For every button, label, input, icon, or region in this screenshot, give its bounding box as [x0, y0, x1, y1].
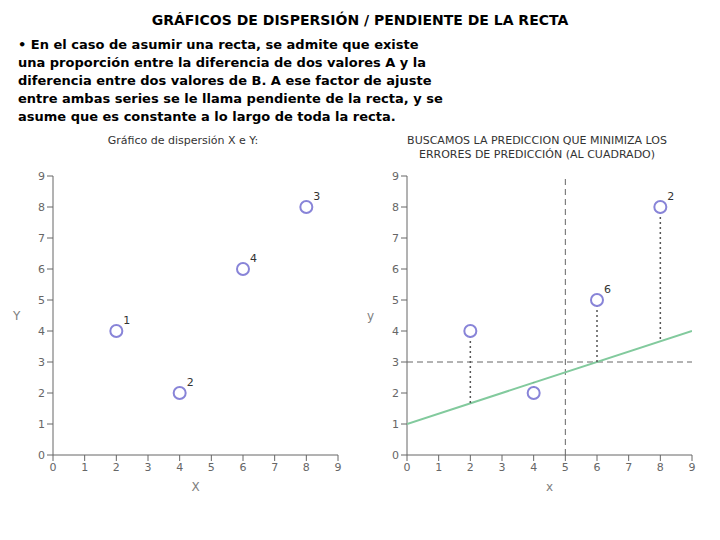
svg-text:7: 7: [38, 232, 45, 245]
svg-text:6: 6: [38, 263, 45, 276]
svg-text:7: 7: [271, 461, 278, 474]
html-text:GRÁFICOS DE DISPERSIÓN / PENDI: GRÁFICOS DE DISPERSIÓN / PENDIENTE DE LA…: [151, 12, 569, 28]
svg-text:6: 6: [240, 461, 247, 474]
svg-text:9: 9: [689, 461, 696, 474]
svg-text:3: 3: [145, 461, 152, 474]
html-text:diferencia entre dos valores d: diferencia entre dos valores de B. A ese…: [18, 73, 432, 88]
svg-text:4: 4: [392, 325, 399, 338]
html-text:entre ambas series se le llama: entre ambas series se le llama pendiente…: [18, 91, 443, 106]
svg-text:1: 1: [38, 418, 45, 431]
svg-text:0: 0: [392, 449, 399, 462]
html-text:una proporción entre la difere: una proporción entre la diferencia de do…: [18, 55, 426, 70]
html-text:ERRORES DE PREDICCIÓN (AL CUAD: ERRORES DE PREDICCIÓN (AL CUADRADO): [418, 148, 656, 161]
svg-text:9: 9: [335, 461, 342, 474]
svg-text:8: 8: [303, 461, 310, 474]
svg-text:9: 9: [38, 170, 45, 183]
svg-text:7: 7: [392, 232, 399, 245]
svg-text:7: 7: [625, 461, 632, 474]
svg-text:1: 1: [435, 461, 442, 474]
svg-text:2: 2: [38, 387, 45, 400]
svg-text:x: x: [546, 480, 553, 494]
svg-text:y: y: [367, 309, 374, 323]
svg-text:8: 8: [38, 201, 45, 214]
svg-text:0: 0: [50, 461, 57, 474]
svg-text:6: 6: [604, 283, 611, 296]
svg-text:4: 4: [38, 325, 45, 338]
svg-text:9: 9: [392, 170, 399, 183]
svg-text:1: 1: [81, 461, 88, 474]
svg-text:8: 8: [657, 461, 664, 474]
svg-text:2: 2: [187, 376, 194, 389]
svg-text:2: 2: [392, 387, 399, 400]
svg-text:1: 1: [123, 314, 130, 327]
svg-text:0: 0: [38, 449, 45, 462]
svg-text:4: 4: [176, 461, 183, 474]
svg-text:5: 5: [208, 461, 215, 474]
svg-text:5: 5: [38, 294, 45, 307]
svg-text:3: 3: [313, 190, 320, 203]
html-text:asume que es constante a lo la: asume que es constante a lo largo de tod…: [18, 109, 396, 124]
svg-text:3: 3: [499, 461, 506, 474]
svg-text:8: 8: [392, 201, 399, 214]
svg-text:6: 6: [594, 461, 601, 474]
svg-text:2: 2: [113, 461, 120, 474]
svg-text:4: 4: [250, 252, 257, 265]
svg-text:3: 3: [38, 356, 45, 369]
svg-text:4: 4: [530, 461, 537, 474]
svg-text:5: 5: [392, 294, 399, 307]
svg-text:2: 2: [467, 461, 474, 474]
svg-text:1: 1: [392, 418, 399, 431]
svg-text:3: 3: [392, 356, 399, 369]
html-text:BUSCAMOS LA PREDICCION QUE MIN: BUSCAMOS LA PREDICCION QUE MINIMIZA LOS: [407, 134, 667, 147]
svg-text:5: 5: [562, 461, 569, 474]
svg-text:Y: Y: [12, 309, 21, 323]
svg-text:6: 6: [392, 263, 399, 276]
svg-text:X: X: [191, 480, 199, 494]
svg-text:2: 2: [667, 190, 674, 203]
html-text:• En el caso de asumir una rec: • En el caso de asumir una recta, se adm…: [18, 37, 419, 52]
html-text:Gráfico de dispersión X e Y:: Gráfico de dispersión X e Y:: [107, 134, 259, 147]
svg-text:0: 0: [404, 461, 411, 474]
